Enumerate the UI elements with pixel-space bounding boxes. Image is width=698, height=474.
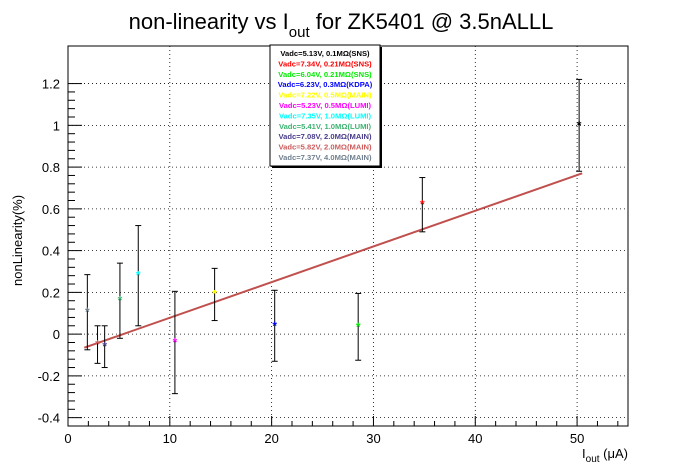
y-tick-label: -0.4 (38, 411, 60, 426)
y-tick-label: 0.2 (42, 285, 60, 300)
point-marker: * (102, 340, 107, 354)
axes: 0 10 20 30 40 50 -0.4 -0.2 0 0.2 0.4 0.6 0.8 1 1.2 (38, 77, 619, 446)
data-point: * (84, 274, 91, 351)
legend-entry: Vadc=5.23V, 0.5MΩ(LUMI) (279, 101, 372, 110)
legend-entry: Vadc=7.37V, 4.0MΩ(MAIN) (279, 153, 372, 162)
legend-entry: Vadc=5.41V, 1.0MΩ(LUMI) (279, 122, 372, 131)
legend-entry: Vadc=7.35V, 1.0MΩ(LUMI) (279, 111, 372, 120)
point-marker: * (212, 287, 217, 301)
y-tick-label: -0.2 (38, 369, 60, 384)
data-point: * (419, 177, 426, 233)
x-tick-label: 50 (570, 431, 584, 446)
fit-line-group (83, 172, 583, 349)
x-tick-label: 40 (468, 431, 482, 446)
legend: Vadc=5.13V, 0.1MΩ(SNS)Vadc=7.34V, 0.21MΩ… (269, 44, 382, 168)
data-point: * (116, 262, 123, 339)
point-marker: * (420, 198, 425, 212)
x-tick-label: 0 (64, 431, 71, 446)
legend-entry: Vadc=5.13V, 0.1MΩ(SNS) (280, 49, 370, 58)
chart-title: non-linearity vs Iout for ZK5401 @ 3.5nA… (129, 9, 554, 41)
x-tick-label: 10 (163, 431, 177, 446)
x-tick-label: 30 (366, 431, 380, 446)
point-marker: * (118, 294, 123, 308)
y-tick-label: 0.4 (42, 244, 60, 259)
data-point: * (94, 325, 101, 364)
legend-entry: Vadc=6.04V, 0.21MΩ(SNS) (278, 70, 372, 79)
legend-shadow (380, 47, 382, 168)
y-tick-label: 0 (53, 327, 60, 342)
data-point: * (135, 225, 142, 327)
point-marker: * (577, 118, 582, 132)
x-tick-label: 20 (264, 431, 278, 446)
point-marker: * (136, 269, 141, 283)
data-point: * (171, 290, 178, 395)
legend-entry: Vadc=7.08V, 2.0MΩ(MAIN) (279, 132, 372, 141)
legend-entry: Vadc=7.22V, 0.5MΩ(MAIN) (279, 91, 372, 100)
data-point: * (101, 325, 108, 369)
y-tick-label: 1 (53, 118, 60, 133)
legend-entry: Vadc=5.82V, 2.0MΩ(MAIN) (279, 143, 372, 152)
data-point: * (211, 267, 218, 322)
legend-entry: Vadc=7.34V, 0.21MΩ(SNS) (278, 59, 372, 68)
data-point: * (271, 289, 278, 362)
data-point: * (355, 292, 362, 361)
y-tick-label: 0.8 (42, 160, 60, 175)
data-point: * (576, 78, 583, 172)
y-axis-label: nonLinearity(%) (10, 195, 25, 286)
point-marker: * (356, 320, 361, 334)
point-marker: * (85, 305, 90, 319)
x-axis-label: Iout (μA) (582, 446, 628, 465)
point-marker: * (95, 338, 100, 352)
y-tick-label: 0.6 (42, 202, 60, 217)
fit-line (83, 172, 583, 349)
legend-shadow-bottom (272, 166, 382, 168)
data-points: *********** (84, 78, 583, 395)
point-marker: * (272, 319, 277, 333)
legend-entry: Vadc=6.23V, 0.3MΩ(KDPA) (278, 80, 373, 89)
legend-box (269, 44, 381, 167)
point-marker: * (173, 335, 178, 349)
y-tick-label: 1.2 (42, 77, 60, 92)
